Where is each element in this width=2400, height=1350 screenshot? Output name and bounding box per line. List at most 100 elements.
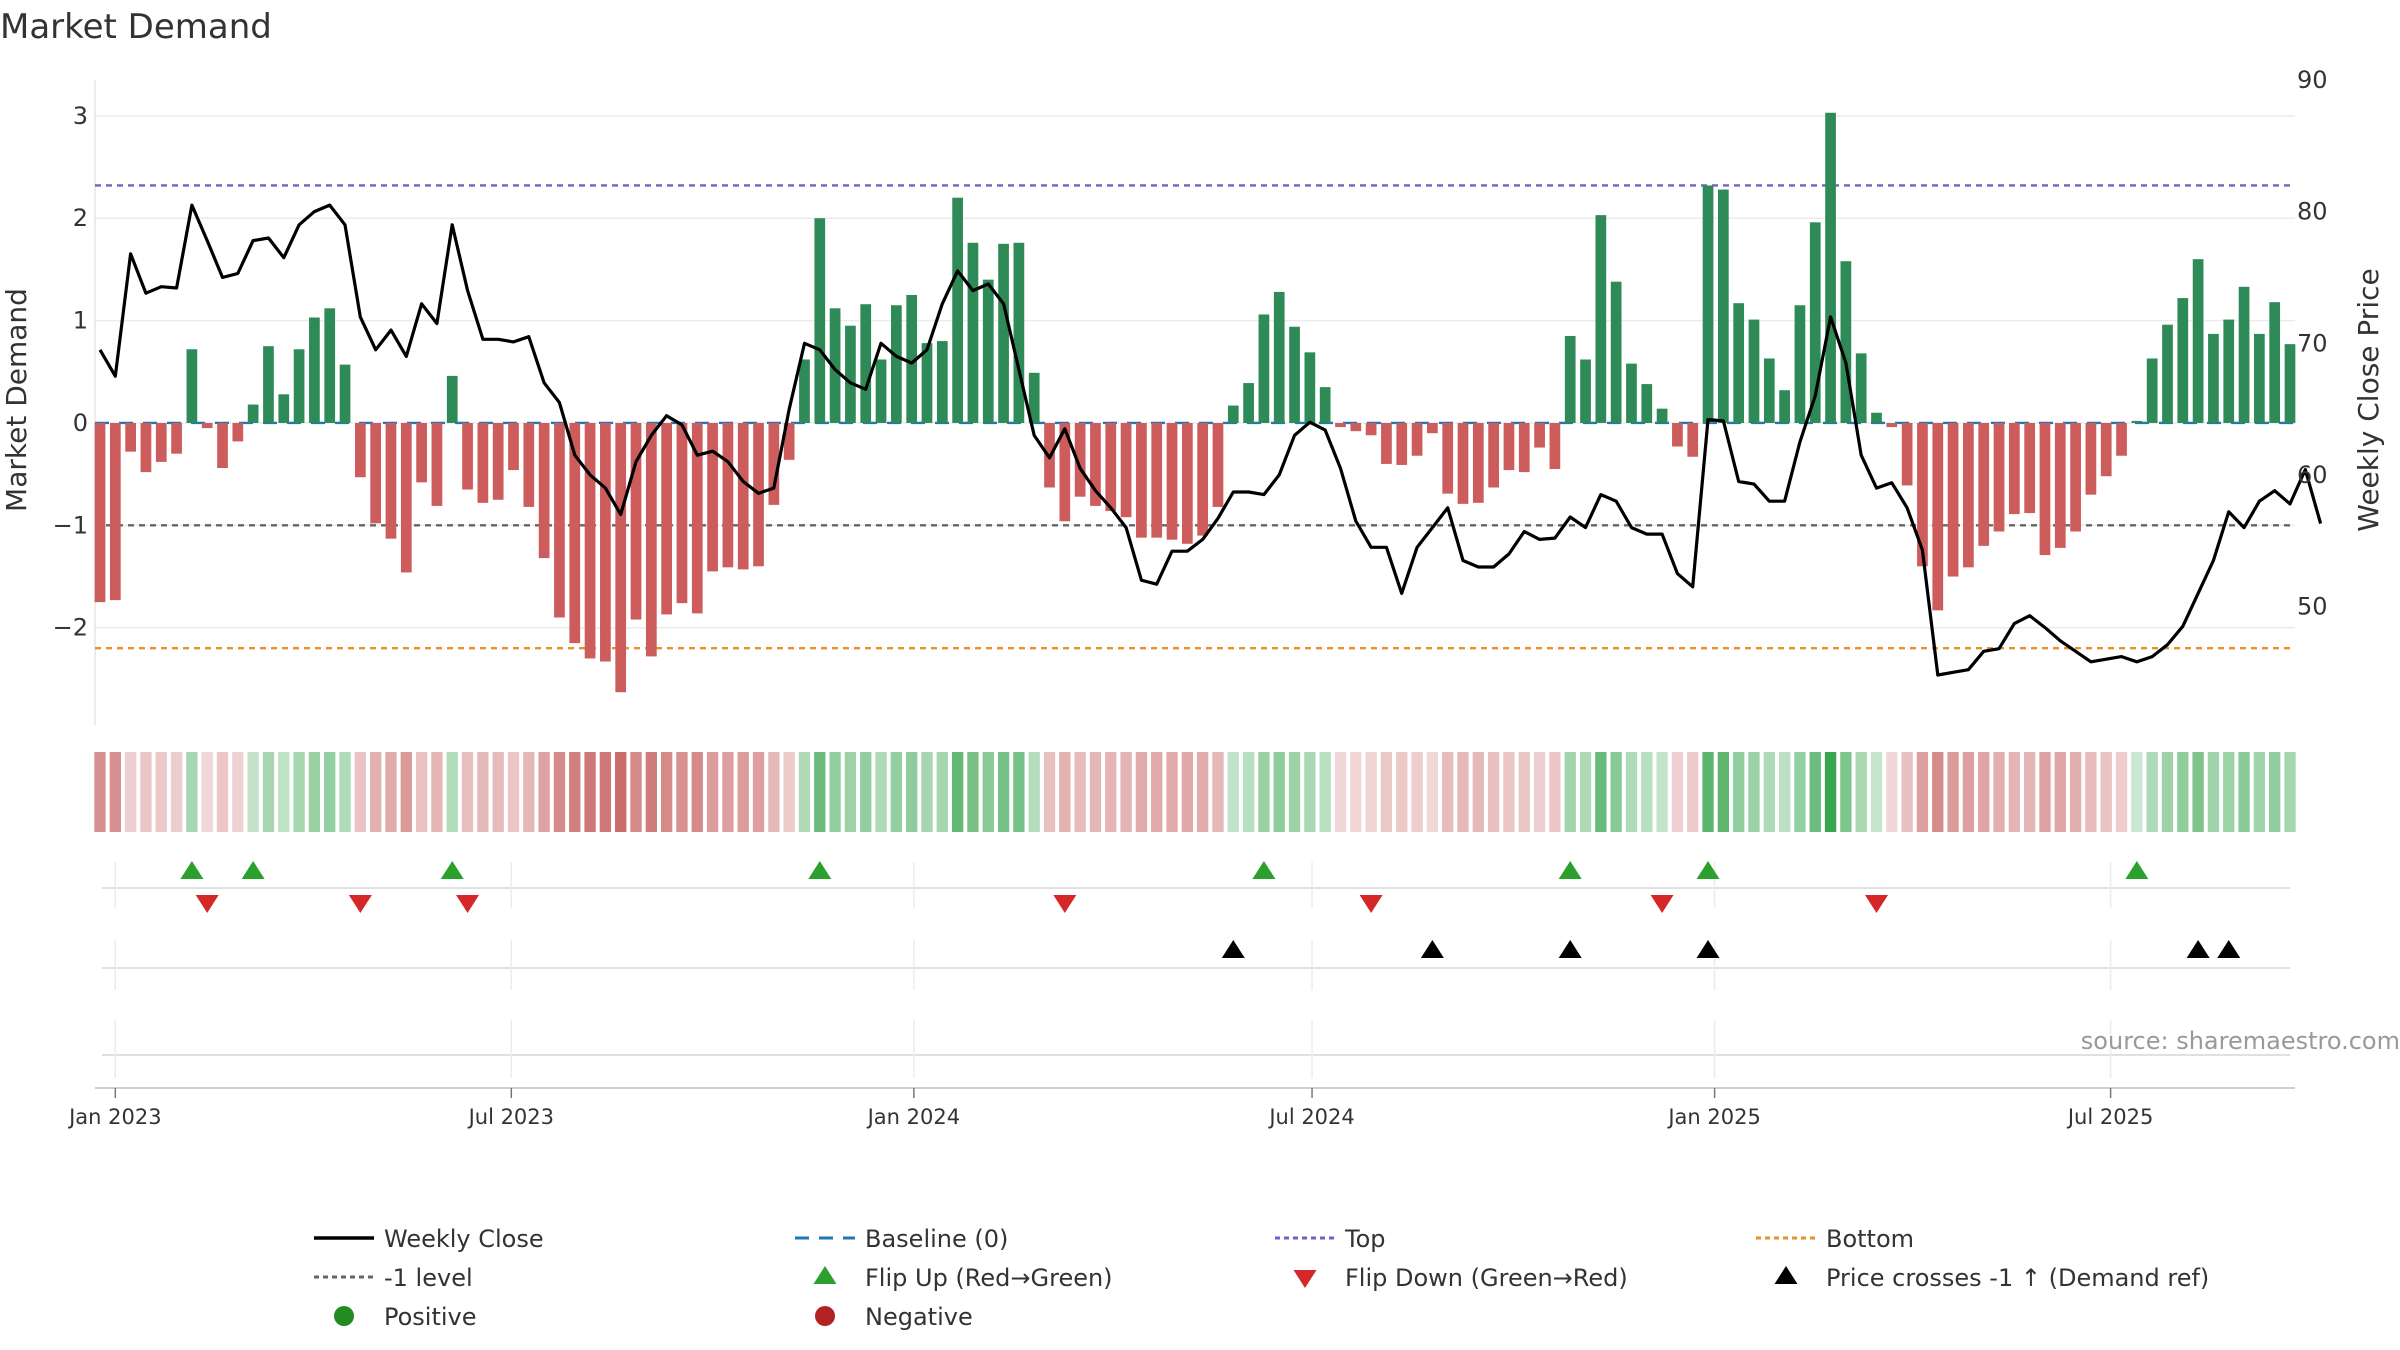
demand-bar	[661, 422, 673, 615]
demand-bar	[1871, 412, 1882, 423]
legend-label: Baseline (0)	[865, 1225, 1008, 1253]
demand-bar	[94, 422, 106, 603]
heat-cell	[1166, 752, 1178, 832]
heat-cell	[951, 752, 964, 832]
heat-cell	[1319, 752, 1331, 832]
heat-cell	[1273, 752, 1285, 832]
demand-bar	[952, 197, 963, 423]
demand-bar	[125, 422, 136, 452]
demand-bar	[1993, 422, 2005, 532]
demand-bar	[232, 422, 244, 442]
price-cross-marker	[1420, 940, 1444, 958]
demand-bar	[1702, 185, 1714, 423]
demand-bar	[860, 304, 872, 423]
demand-bar	[1151, 422, 1163, 538]
heat-cell	[2023, 752, 2036, 832]
heat-cell	[1380, 752, 1393, 832]
heat-cell	[1733, 752, 1745, 832]
demand-bar	[462, 422, 473, 490]
demand-bar	[1319, 387, 1331, 423]
heat-cell	[2146, 752, 2158, 832]
heat-cell	[2223, 752, 2235, 832]
heat-cell	[890, 752, 903, 832]
demand-bar	[1610, 281, 1622, 423]
demand-bar	[1825, 112, 1836, 423]
demand-bar	[1365, 422, 1377, 436]
heat-cell	[1687, 752, 1699, 832]
demand-bar	[906, 295, 918, 423]
demand-bar	[1136, 422, 1147, 538]
demand-bar	[845, 325, 856, 423]
y2-tick-label: 80	[2297, 198, 2328, 226]
heat-cell	[278, 752, 290, 832]
heat-cell	[2100, 752, 2112, 832]
heat-cell	[1135, 752, 1148, 832]
heat-cell	[1564, 752, 1576, 832]
y-axis-label: Market Demand	[0, 288, 33, 512]
flip-up-marker	[241, 861, 265, 879]
gridlines	[94, 80, 2295, 725]
y2-tick-label: 90	[2297, 66, 2328, 94]
heat-cell	[2269, 752, 2281, 832]
demand-bar	[400, 422, 412, 573]
legend-label: Flip Down (Green→Red)	[1345, 1264, 1628, 1292]
heat-cell	[1778, 752, 1791, 832]
heat-cell	[1763, 752, 1775, 832]
heat-cell	[293, 752, 305, 832]
flip-up-marker	[180, 861, 204, 879]
demand-bar	[1518, 422, 1530, 473]
demand-bar	[1672, 422, 1683, 447]
price-cross-marker	[2186, 940, 2210, 958]
demand-bar	[1181, 422, 1193, 544]
chart-title: Market Demand	[0, 7, 272, 47]
heat-cell	[1656, 752, 1668, 832]
heat-cell	[921, 752, 933, 832]
demand-bar	[1901, 422, 1913, 486]
reference-levels	[95, 184, 2295, 650]
demand-bar	[1197, 422, 1209, 536]
heat-cell	[860, 752, 872, 832]
demand-bar	[829, 308, 841, 423]
demand-bar	[645, 422, 657, 657]
heat-cell	[1993, 752, 2005, 832]
legend-label: Flip Up (Red→Green)	[865, 1264, 1113, 1292]
heat-cell	[1901, 752, 1913, 832]
heat-cell	[1809, 752, 1821, 832]
demand-bar	[2162, 324, 2173, 423]
x-axis: Jan 2023 Jul 2023 Jan 2024 Jul 2024 Jan 2025…	[67, 1087, 2295, 1129]
demand-bar	[538, 422, 550, 559]
heat-cell	[1151, 752, 1163, 832]
flip-up-marker	[1558, 861, 1582, 879]
heat-cell	[1533, 752, 1546, 832]
demand-bar	[1855, 353, 1867, 423]
price-cross-marker	[1558, 940, 1582, 958]
demand-bar	[1105, 422, 1117, 512]
heat-cell	[354, 752, 367, 832]
heat-cell	[1442, 752, 1454, 832]
demand-bar	[1335, 422, 1346, 428]
heat-cell	[1028, 752, 1040, 832]
demand-bar	[1427, 422, 1438, 434]
flip-down-marker	[1359, 895, 1383, 913]
heat-cell	[1013, 752, 1025, 832]
demand-heat-strip	[94, 752, 2296, 832]
heat-cell	[324, 752, 336, 832]
demand-bar	[1243, 383, 1254, 423]
heat-cell	[477, 752, 489, 832]
heat-cell	[492, 752, 504, 832]
demand-bar	[1564, 335, 1576, 423]
demand-bar	[2116, 422, 2127, 456]
demand-bar	[1580, 359, 1591, 423]
demand-bar	[385, 422, 397, 539]
heat-cell	[1794, 752, 1806, 832]
heat-cell	[997, 752, 1010, 832]
demand-bar	[921, 343, 933, 423]
heat-cell	[630, 752, 642, 832]
heat-cell	[722, 752, 734, 832]
heat-cell	[538, 752, 550, 832]
heat-cell	[400, 752, 412, 832]
legend-swatch	[813, 1266, 837, 1284]
y2-tick-label: 50	[2297, 593, 2328, 621]
heat-cell	[385, 752, 397, 832]
heat-cell	[140, 752, 152, 832]
